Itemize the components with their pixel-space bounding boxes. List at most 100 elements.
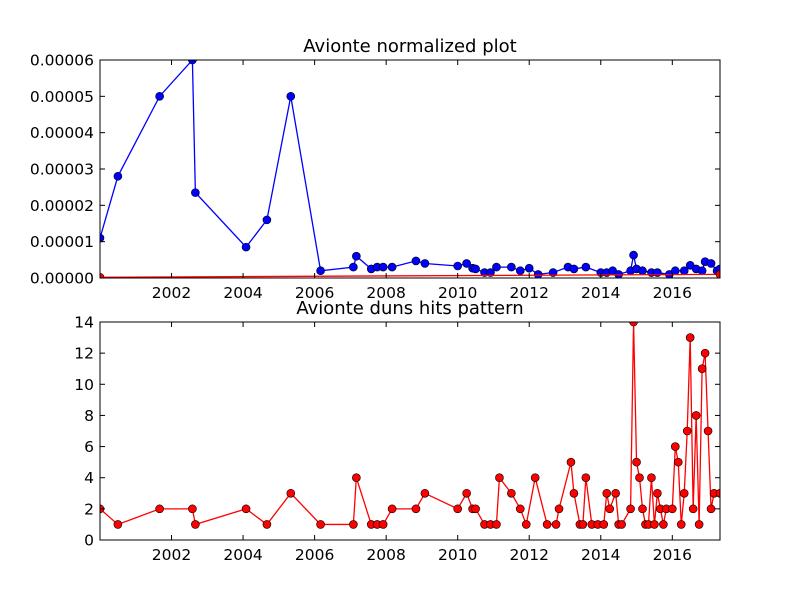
y-tick-label: 0.00000 bbox=[30, 270, 94, 288]
data-point bbox=[495, 473, 504, 483]
data-point bbox=[706, 259, 716, 268]
data-point bbox=[602, 488, 612, 498]
data-point bbox=[629, 322, 638, 327]
data-point bbox=[551, 520, 561, 529]
y-tick-label: 12 bbox=[74, 345, 94, 363]
x-tick-label: 2016 bbox=[653, 546, 692, 564]
x-tick-label: 2012 bbox=[510, 284, 549, 302]
x-tick-label: 2010 bbox=[438, 546, 477, 564]
x-tick-label: 2002 bbox=[152, 284, 191, 302]
data-point bbox=[569, 488, 579, 498]
data-point bbox=[605, 504, 615, 514]
data-point bbox=[679, 488, 689, 498]
data-point bbox=[188, 60, 197, 65]
data-point bbox=[492, 262, 501, 272]
y-tick-label: 0.00005 bbox=[30, 88, 94, 106]
chart-title: Avionte duns hits pattern bbox=[296, 298, 523, 319]
data-point bbox=[191, 520, 200, 529]
data-point bbox=[349, 520, 358, 529]
data-point bbox=[676, 520, 686, 529]
data-point bbox=[566, 457, 576, 467]
data-point bbox=[632, 457, 641, 467]
y-tick-label: 14 bbox=[74, 314, 94, 332]
x-tick-label: 2014 bbox=[581, 284, 620, 302]
data-point bbox=[155, 92, 164, 101]
data-point bbox=[542, 520, 552, 529]
data-point bbox=[653, 488, 662, 498]
data-point bbox=[387, 262, 397, 272]
data-point bbox=[378, 262, 388, 272]
data-point bbox=[530, 473, 540, 483]
data-point bbox=[462, 488, 471, 498]
x-tick-label: 2010 bbox=[438, 284, 477, 302]
data-point bbox=[650, 520, 659, 529]
data-point bbox=[715, 488, 720, 498]
x-tick-label: 2008 bbox=[366, 546, 405, 564]
data-point bbox=[387, 504, 397, 514]
data-point bbox=[411, 256, 421, 266]
data-point bbox=[569, 264, 579, 274]
data-point bbox=[670, 442, 680, 451]
x-tick-label: 2014 bbox=[581, 546, 620, 564]
data-point bbox=[316, 520, 325, 529]
y-tick-label: 0.00004 bbox=[30, 124, 94, 142]
x-tick-label: 2004 bbox=[223, 284, 262, 302]
x-tick-label: 2004 bbox=[223, 546, 262, 564]
y-tick-label: 2 bbox=[84, 500, 94, 518]
data-point bbox=[703, 426, 713, 436]
data-point bbox=[524, 263, 534, 273]
data-point bbox=[507, 262, 516, 272]
data-point bbox=[453, 504, 462, 514]
data-point bbox=[653, 268, 662, 277]
data-point bbox=[352, 251, 361, 261]
data-point bbox=[688, 504, 698, 514]
data-point bbox=[533, 270, 543, 278]
data-point bbox=[700, 348, 710, 358]
data-point bbox=[420, 259, 430, 268]
data-point bbox=[507, 488, 516, 498]
data-point bbox=[155, 504, 164, 514]
data-point bbox=[638, 266, 647, 276]
data-point bbox=[578, 520, 588, 529]
data-point bbox=[316, 266, 325, 276]
data-point bbox=[349, 262, 358, 272]
plot-content bbox=[100, 60, 720, 278]
x-tick-label: 2006 bbox=[295, 546, 334, 564]
y-tick-label: 8 bbox=[84, 407, 94, 425]
data-point bbox=[599, 520, 609, 529]
data-point bbox=[697, 266, 707, 276]
chart-title: Avionte normalized plot bbox=[303, 36, 516, 57]
data-point bbox=[352, 473, 361, 483]
y-tick-label: 0.00002 bbox=[30, 197, 94, 215]
y-tick-label: 10 bbox=[74, 376, 94, 394]
x-tick-label: 2002 bbox=[152, 546, 191, 564]
data-point bbox=[647, 473, 656, 483]
data-point bbox=[697, 364, 707, 374]
chart-normalized-plot: Avionte normalized plot 2002 2004 2006 2008… bbox=[30, 36, 721, 302]
data-point bbox=[715, 270, 720, 278]
data-point bbox=[471, 504, 480, 514]
data-point bbox=[611, 488, 620, 498]
data-point bbox=[471, 264, 480, 274]
data-point bbox=[515, 504, 525, 514]
data-point bbox=[486, 268, 495, 277]
data-point bbox=[581, 262, 591, 272]
plot-content bbox=[100, 322, 720, 529]
plot-area bbox=[100, 60, 720, 278]
data-point bbox=[462, 259, 471, 268]
y-tick-label: 0 bbox=[84, 532, 94, 550]
data-point bbox=[191, 188, 200, 197]
data-point bbox=[453, 261, 462, 271]
x-tick-label: 2016 bbox=[653, 284, 692, 302]
chart-duns-hits-pattern: Avionte duns hits pattern 2002 2004 2006 20… bbox=[74, 298, 721, 564]
data-point bbox=[113, 171, 123, 181]
x-tick-label: 2012 bbox=[510, 546, 549, 564]
y-tick-label: 4 bbox=[84, 469, 94, 487]
y-tick-label: 6 bbox=[84, 438, 94, 456]
data-point bbox=[241, 242, 251, 252]
data-point bbox=[659, 520, 668, 529]
data-point bbox=[682, 426, 692, 436]
data-point bbox=[691, 411, 701, 420]
